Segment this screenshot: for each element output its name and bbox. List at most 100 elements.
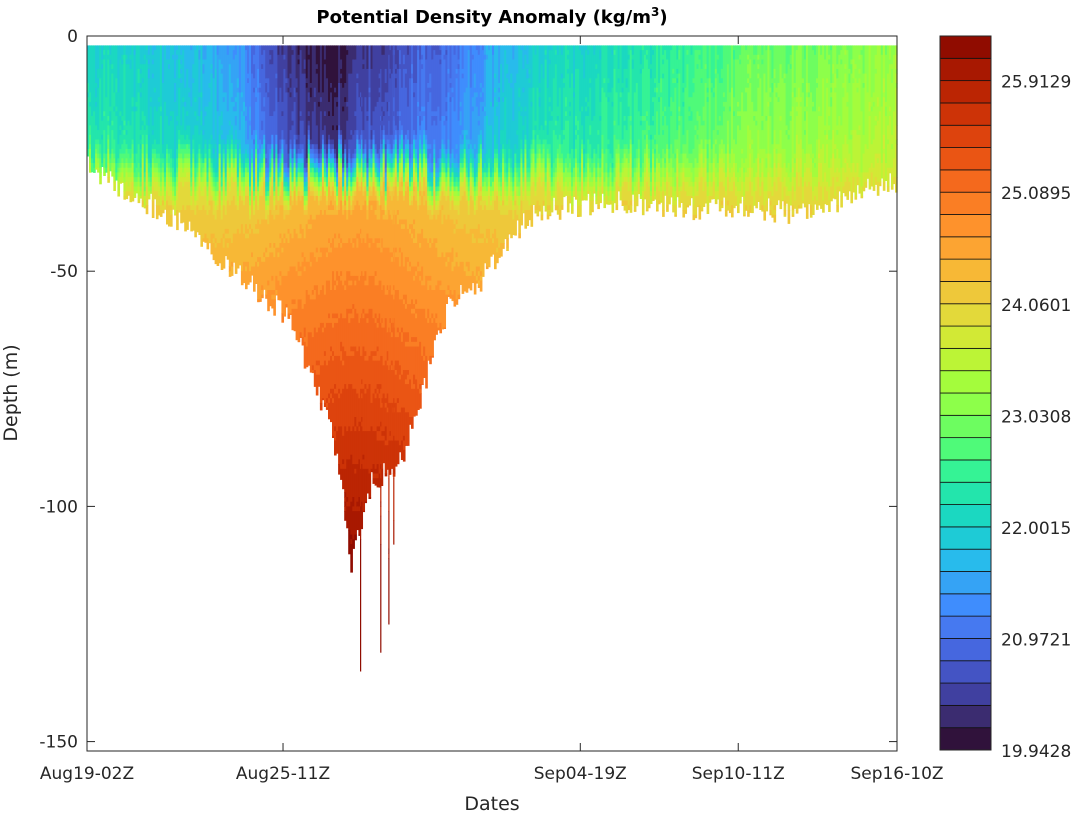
heatmap-cell xyxy=(133,45,137,51)
heatmap-cell xyxy=(569,195,572,204)
heatmap-cell xyxy=(441,116,445,140)
heatmap-cell xyxy=(544,186,548,192)
heatmap-cell xyxy=(536,177,540,183)
heatmap-cell xyxy=(273,181,276,187)
heatmap-cell xyxy=(330,186,333,192)
heatmap-cell xyxy=(465,134,469,140)
heatmap-cell xyxy=(380,322,384,329)
heatmap-cell xyxy=(350,205,353,211)
heatmap-cell xyxy=(382,365,386,394)
heatmap-cell xyxy=(295,45,299,79)
heatmap-cell xyxy=(119,172,123,178)
heatmap-cell xyxy=(275,158,278,164)
heatmap-cell xyxy=(384,186,388,192)
heatmap-cell xyxy=(271,167,274,173)
heatmap-cell xyxy=(542,163,546,169)
heatmap-cell xyxy=(242,45,246,103)
heatmap-cell xyxy=(283,59,287,70)
heatmap-cell xyxy=(220,130,224,136)
heatmap-cell xyxy=(463,177,467,192)
heatmap-cell xyxy=(571,191,574,197)
heatmap-cell xyxy=(453,191,457,197)
heatmap-cell xyxy=(429,153,432,164)
heatmap-cell xyxy=(323,144,327,150)
heatmap-cell xyxy=(356,134,359,140)
heatmap-cell xyxy=(417,233,420,263)
heatmap-cell xyxy=(431,177,434,183)
heatmap-cell xyxy=(528,68,532,75)
heatmap-cell xyxy=(526,186,530,192)
heatmap-cell xyxy=(208,139,212,145)
heatmap-cell xyxy=(247,158,250,164)
heatmap-cell xyxy=(214,243,218,249)
heatmap-cell xyxy=(613,181,617,192)
heatmap-cell xyxy=(147,172,151,178)
heatmap-cell xyxy=(463,144,467,150)
heatmap-cell xyxy=(131,177,135,183)
heatmap-cell xyxy=(451,87,455,93)
heatmap-cell xyxy=(139,92,143,98)
heatmap-cell xyxy=(214,210,218,220)
heatmap-cell xyxy=(587,177,590,183)
heatmap-cell xyxy=(413,374,416,385)
heatmap-cell xyxy=(457,294,461,300)
heatmap-cell xyxy=(372,186,376,202)
heatmap-cell xyxy=(471,163,475,169)
heatmap-cell xyxy=(587,101,590,108)
heatmap-cell xyxy=(338,398,341,427)
heatmap-cell xyxy=(591,163,594,173)
heatmap-cell xyxy=(544,120,548,126)
heatmap-cell xyxy=(210,167,214,173)
heatmap-cell xyxy=(358,421,362,427)
heatmap-cell xyxy=(429,73,432,89)
heatmap-cell xyxy=(192,172,195,178)
heatmap-cell xyxy=(508,210,511,234)
heatmap-cell xyxy=(218,153,222,159)
heatmap-cell xyxy=(89,45,92,93)
heatmap-cell xyxy=(168,153,171,164)
heatmap-cell xyxy=(338,243,341,277)
heatmap-cell xyxy=(176,120,179,126)
heatmap-cell xyxy=(437,200,440,206)
heatmap-cell xyxy=(380,195,384,211)
heatmap-cell xyxy=(435,54,438,112)
heatmap-cell xyxy=(366,210,370,220)
heatmap-cell xyxy=(615,153,619,164)
heatmap-cell xyxy=(467,163,471,173)
heatmap-cell xyxy=(605,163,609,173)
heatmap-cell xyxy=(251,167,254,173)
heatmap-cell xyxy=(411,417,414,429)
heatmap-cell xyxy=(496,186,499,192)
heatmap-cell xyxy=(449,153,453,159)
heatmap-cell xyxy=(358,426,362,432)
heatmap-cell xyxy=(386,134,390,140)
heatmap-cell xyxy=(498,172,501,178)
heatmap-cell xyxy=(356,313,359,352)
heatmap-cell xyxy=(321,167,325,173)
heatmap-cell xyxy=(192,167,195,173)
heatmap-cell xyxy=(354,280,357,286)
heatmap-cell xyxy=(471,106,475,112)
heatmap-cell xyxy=(564,163,568,169)
heatmap-cell xyxy=(137,177,141,183)
heatmap-cell xyxy=(317,106,321,150)
heatmap-cell xyxy=(157,214,161,216)
heatmap-cell xyxy=(435,125,438,164)
heatmap-cell xyxy=(427,318,430,324)
heatmap-cell xyxy=(101,120,104,136)
heatmap-cell xyxy=(413,238,416,244)
heatmap-cell xyxy=(398,153,402,159)
heatmap-cell xyxy=(384,473,388,477)
heatmap-cell xyxy=(453,233,457,267)
heatmap-cell xyxy=(358,233,362,282)
heatmap-cell xyxy=(506,172,509,178)
heatmap-cell xyxy=(589,144,592,159)
heatmap-cell xyxy=(332,210,335,216)
heatmap-cell xyxy=(232,172,236,183)
heatmap-cell xyxy=(121,144,125,155)
heatmap-cell xyxy=(459,177,463,183)
heatmap-cell xyxy=(238,186,242,197)
heatmap-cell xyxy=(323,247,327,296)
heatmap-cell xyxy=(273,290,276,296)
heatmap-cell xyxy=(265,45,268,79)
